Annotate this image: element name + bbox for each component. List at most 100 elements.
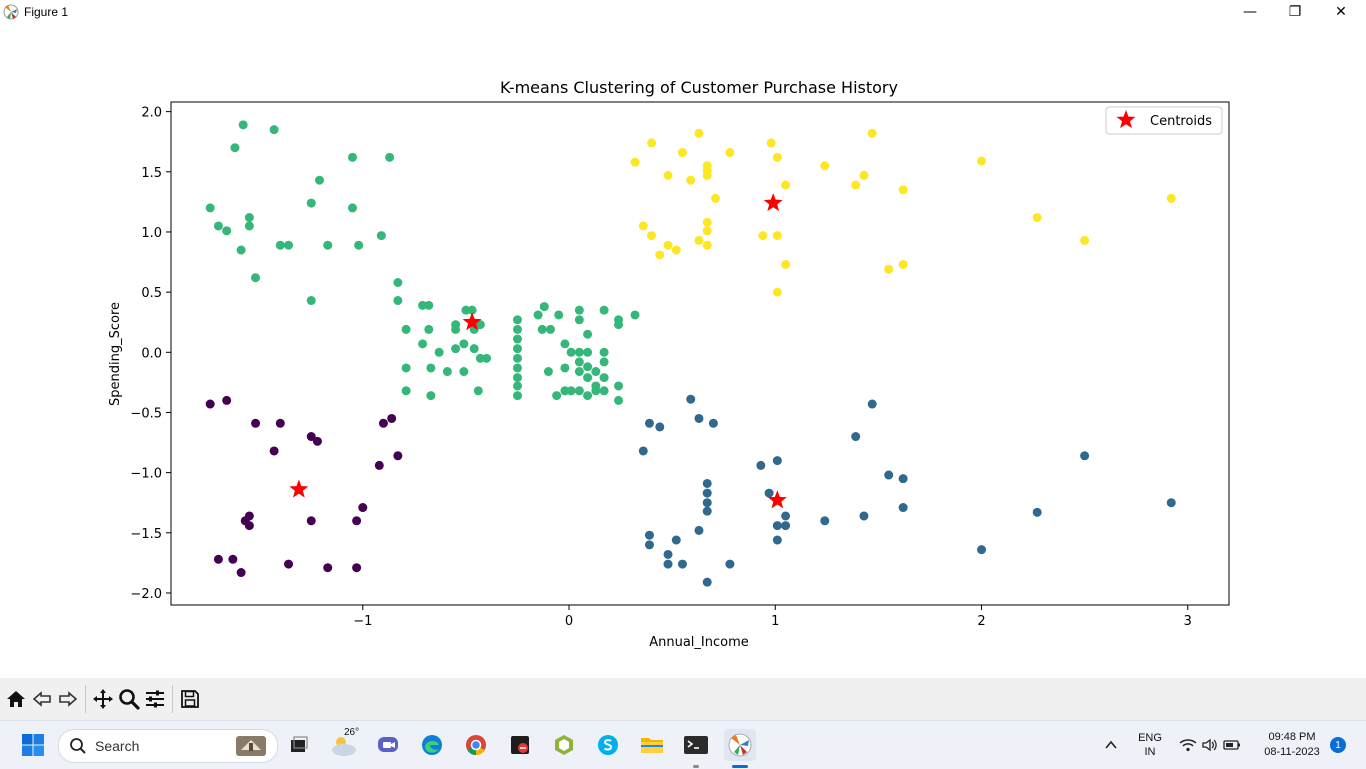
cluster-2-point-86 [574, 367, 584, 377]
cluster-2-point-88 [599, 373, 609, 383]
cluster-2-point-76 [630, 310, 640, 320]
cluster-2-point-23 [418, 300, 428, 310]
cluster-2-point-9 [244, 213, 254, 223]
cluster-1-point-1 [644, 418, 654, 428]
cluster-0-point-8 [387, 413, 397, 423]
cluster-0-point-7 [378, 418, 388, 428]
cluster-2-point-65 [583, 391, 593, 401]
centroid-star-0 [289, 479, 309, 498]
cluster-2-point-69 [614, 395, 624, 405]
cluster-1-point-32 [663, 549, 673, 559]
matplotlib-taskbar-icon [728, 733, 752, 757]
cluster-2-point-29 [461, 305, 471, 315]
legend-box [1105, 106, 1223, 135]
app-window-icon [511, 736, 529, 754]
cluster-2-point-43 [401, 386, 411, 396]
centroids-layer [289, 193, 787, 509]
app-button-2[interactable] [548, 729, 580, 761]
cluster-2-point-91 [482, 353, 492, 363]
cluster-2-point-87 [583, 373, 593, 383]
x-tick-label-3: 2 [977, 614, 985, 629]
back-icon[interactable] [29, 685, 55, 713]
minimize-button[interactable]: — [1243, 3, 1257, 20]
matplotlib-figure-button[interactable] [724, 729, 756, 761]
cluster-2-point-80 [583, 347, 593, 357]
cluster-3-point-31 [898, 185, 908, 195]
points-layer [205, 120, 1176, 587]
window-title: Figure 1 [24, 4, 69, 19]
taskbar-search-box[interactable]: Search [58, 729, 278, 763]
cluster-2-point-10 [213, 221, 223, 231]
teams-chat-button[interactable] [372, 729, 404, 761]
cluster-1-point-14 [859, 511, 869, 521]
cluster-2-point-81 [599, 347, 609, 357]
save-icon[interactable] [177, 685, 203, 713]
cluster-2-point-41 [442, 367, 452, 377]
cluster-1-point-9 [781, 511, 791, 521]
cluster-3-point-27 [820, 161, 830, 171]
cluster-0-point-3 [269, 446, 279, 456]
clock-time: 09:48 PM [1268, 731, 1316, 743]
app-button-1[interactable] [504, 729, 536, 761]
cluster-3-point-12 [781, 180, 791, 190]
cluster-3-point-25 [781, 259, 791, 269]
show-hidden-icons-button[interactable] [1095, 729, 1127, 761]
y-tick-label-1: −1.5 [130, 527, 162, 542]
home-icon[interactable] [3, 685, 29, 713]
configure-subplots-icon[interactable] [142, 685, 168, 713]
cluster-1-point-11 [781, 521, 791, 531]
chrome-icon [466, 735, 486, 756]
edge-browser-button[interactable] [416, 729, 448, 761]
cluster-1-point-2 [655, 422, 665, 432]
cluster-1-point-31 [671, 535, 681, 545]
cluster-0-point-21 [323, 563, 333, 573]
cluster-3-point-14 [702, 217, 712, 227]
y-axis-label: Spending_Score [108, 302, 123, 406]
cluster-3-point-22 [655, 250, 665, 260]
search-icon [70, 738, 86, 754]
cluster-3-point-13 [710, 193, 720, 203]
zoom-icon[interactable] [116, 685, 142, 713]
cluster-2-point-19 [251, 273, 261, 283]
cluster-3-point-23 [758, 231, 768, 241]
system-tray-quick-settings[interactable] [1178, 729, 1244, 761]
close-button[interactable]: ✕ [1335, 3, 1347, 20]
task-view-button[interactable] [282, 729, 314, 761]
file-explorer-button[interactable] [636, 729, 668, 761]
figure-canvas[interactable]: K-means Clustering of Customer Purchase … [0, 23, 1366, 678]
cluster-3-point-18 [638, 221, 648, 231]
centroid-star-3 [763, 193, 783, 212]
y-tick-label-2: −1.0 [130, 467, 162, 482]
language-indicator[interactable]: ENG IN [1132, 731, 1168, 759]
cluster-3-point-36 [1080, 235, 1090, 245]
y-tick-label-3: −0.5 [130, 406, 162, 421]
cluster-1-point-23 [1166, 498, 1176, 508]
cluster-3-point-11 [772, 152, 782, 162]
maximize-button[interactable]: ❐ [1288, 3, 1302, 20]
cluster-1-point-18 [898, 474, 908, 484]
cluster-3-point-3 [630, 157, 640, 167]
notification-badge[interactable]: 1 [1330, 737, 1346, 753]
cluster-1-point-0 [686, 394, 696, 404]
pan-icon[interactable] [90, 685, 116, 713]
cluster-3-point-8 [702, 170, 712, 180]
cluster-2-point-72 [574, 315, 584, 325]
skype-button[interactable] [592, 729, 624, 761]
terminal-button[interactable] [680, 729, 712, 761]
cluster-0-point-13 [306, 516, 316, 526]
clock[interactable]: 09:48 PM 08-11-2023 [1254, 730, 1330, 760]
cluster-1-point-16 [867, 399, 877, 409]
cluster-1-point-30 [644, 540, 654, 550]
cluster-3-point-29 [859, 170, 869, 180]
cluster-3-point-10 [766, 138, 776, 148]
cluster-0-point-1 [222, 395, 232, 405]
cluster-2-point-63 [566, 386, 576, 396]
cluster-1-point-15 [851, 432, 861, 442]
chrome-browser-button[interactable] [460, 729, 492, 761]
forward-icon[interactable] [55, 685, 81, 713]
cluster-3-point-1 [694, 128, 704, 138]
cluster-3-point-9 [725, 148, 735, 158]
cluster-3-point-5 [686, 175, 696, 185]
start-button[interactable] [17, 729, 49, 761]
weather-widget[interactable]: 26° [328, 727, 360, 761]
